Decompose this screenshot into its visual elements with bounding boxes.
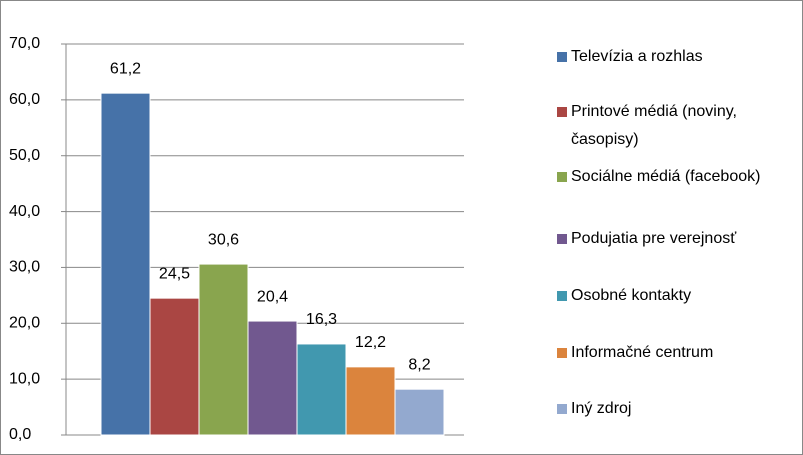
data-label: 8,2 (408, 356, 430, 373)
legend-label: Iný zdroj (571, 400, 632, 417)
legend-swatch (557, 172, 567, 182)
legend-entry: Podujatia pre verejnosť (557, 225, 802, 253)
bar (198, 263, 249, 436)
legend-label: Informačné centrum (571, 344, 714, 361)
bar (149, 297, 200, 436)
legend-label: Podujatia pre verejnosť (571, 230, 737, 247)
bar (345, 366, 396, 436)
data-label: 16,3 (306, 311, 337, 328)
data-label: 24,5 (159, 265, 190, 282)
legend-label: Printové médiá (noviny, časopisy) (571, 103, 737, 148)
legend-entry: Printové médiá (noviny, časopisy) (557, 98, 802, 154)
y-tick-label: 10,0 (9, 370, 40, 387)
legend-swatch (557, 234, 567, 244)
y-tick-label: 30,0 (9, 259, 40, 276)
y-tick-label: 40,0 (9, 203, 40, 220)
legend-swatch (557, 107, 567, 117)
bar (247, 320, 298, 436)
data-label: 20,4 (257, 288, 288, 305)
legend-entry: Informačné centrum (557, 339, 802, 367)
bar (296, 343, 347, 436)
legend-entry: Sociálne médiá (facebook) (557, 163, 802, 191)
data-label: 12,2 (355, 334, 386, 351)
legend-swatch (557, 52, 567, 62)
y-tick-label: 20,0 (9, 315, 40, 332)
data-label: 30,6 (208, 231, 239, 248)
legend-label: Osobné kontakty (571, 287, 692, 304)
y-tick-label: 0,0 (9, 426, 31, 443)
bar (394, 388, 445, 436)
legend-entry: Osobné kontakty (557, 282, 802, 310)
legend-swatch (557, 348, 567, 358)
legend-label: Sociálne médiá (facebook) (571, 168, 761, 185)
legend-entry: Televízia a rozhlas (557, 43, 802, 71)
legend-entry: Iný zdroj (557, 395, 802, 423)
legend-swatch (557, 291, 567, 301)
y-tick-label: 50,0 (9, 147, 40, 164)
legend-label: Televízia a rozhlas (571, 48, 703, 65)
bar (100, 92, 151, 436)
y-tick-label: 60,0 (9, 91, 40, 108)
y-tick-label: 70,0 (9, 35, 40, 52)
legend-swatch (557, 404, 567, 414)
data-label: 61,2 (110, 60, 141, 77)
